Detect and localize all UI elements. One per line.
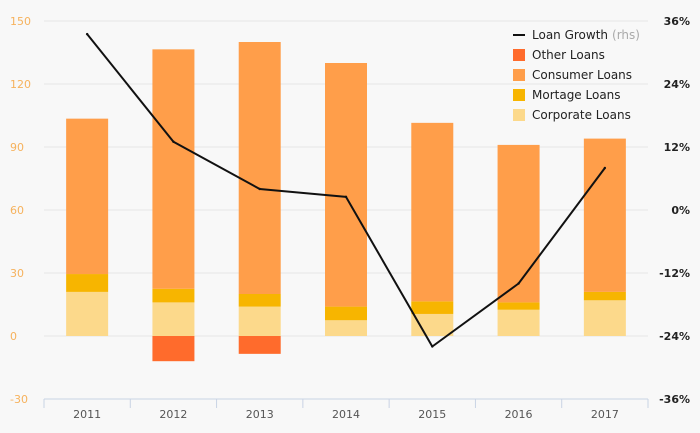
- legend-label-name: Mortage Loans: [532, 88, 621, 102]
- bar-mortage-loans-2014: [325, 306, 367, 321]
- bar-other-loans-2013: [238, 336, 281, 354]
- bar-consumer-loans-2011: [66, 118, 109, 275]
- right-axis-tick-label: 12%: [664, 141, 690, 154]
- loan-growth-point-2015: [431, 345, 434, 348]
- bar-corporate-loans-2011: [66, 291, 109, 336]
- loan-growth-point-2012: [172, 140, 175, 143]
- loan-growth-point-2011: [85, 32, 89, 36]
- legend-label: Mortage Loans: [532, 88, 621, 102]
- legend-item-mortage-loans: Mortage Loans: [513, 88, 621, 102]
- left-axis-tick-label: -30: [10, 393, 28, 406]
- bar-mortage-loans-2016: [497, 302, 540, 310]
- x-axis-tick-label: 2012: [159, 408, 187, 421]
- legend-label-name: Other Loans: [532, 48, 605, 62]
- legend-label-name: Consumer Loans: [532, 68, 632, 82]
- loan-growth-point-2017: [603, 166, 607, 170]
- x-axis-tick-label: 2017: [591, 408, 619, 421]
- bar-consumer-loans-2017: [583, 138, 626, 292]
- bar-corporate-loans-2014: [325, 320, 367, 336]
- right-axis-tick-label: 36%: [664, 15, 690, 28]
- left-axis-tick-label: 90: [10, 141, 24, 154]
- bar-consumer-loans-2013: [238, 42, 281, 294]
- left-axis-tick-label: 0: [10, 330, 17, 343]
- bar-mortage-loans-2015: [411, 301, 454, 314]
- bar-mortage-loans-2012: [152, 288, 195, 303]
- legend-item-loan-growth: Loan Growth (rhs): [513, 28, 640, 42]
- legend: Loan Growth (rhs) Other Loans Consumer Loan…: [513, 28, 640, 122]
- legend-swatch: [513, 49, 525, 61]
- left-axis-tick-label: 60: [10, 204, 24, 217]
- legend-label: Other Loans: [532, 48, 605, 62]
- legend-label-name: Loan Growth: [532, 28, 608, 42]
- bar-corporate-loans-2013: [238, 306, 281, 336]
- x-axis-tick-label: 2016: [505, 408, 533, 421]
- legend-label-name: Corporate Loans: [532, 108, 631, 122]
- loan-growth-line-group: [85, 32, 607, 348]
- bar-corporate-loans-2012: [152, 302, 195, 336]
- loan-growth-point-2016: [517, 282, 520, 285]
- legend-swatch: [513, 69, 525, 81]
- bar-mortage-loans-2017: [583, 291, 626, 301]
- legend-item-other-loans: Other Loans: [513, 48, 605, 62]
- right-axis-tick-label: -36%: [659, 393, 690, 406]
- bar-consumer-loans-2015: [411, 122, 454, 302]
- left-axis-tick-label: 30: [10, 267, 24, 280]
- bar-corporate-loans-2016: [497, 309, 540, 336]
- right-axis-tick-label: 24%: [664, 78, 690, 91]
- legend-label-suffix: (rhs): [612, 28, 640, 42]
- right-axis-tick-label: -24%: [659, 330, 690, 343]
- left-axis-tick-label: 150: [10, 15, 31, 28]
- legend-label: Consumer Loans: [532, 68, 632, 82]
- bar-mortage-loans-2013: [238, 294, 281, 307]
- loan-growth-point-2013: [258, 187, 261, 191]
- x-axis-tick-label: 2011: [73, 408, 101, 421]
- bar-consumer-loans-2016: [497, 144, 540, 303]
- bar-consumer-loans-2012: [152, 49, 195, 289]
- bar-consumer-loans-2014: [325, 63, 367, 307]
- bar-mortage-loans-2011: [66, 274, 109, 292]
- axes: -30 0 30 60 90 120 150 -36% -24% -12% 0% 12% 24% 36% 2…: [10, 15, 690, 421]
- legend-label: Loan Growth (rhs): [532, 28, 640, 42]
- right-axis-tick-label: 0%: [671, 204, 690, 217]
- left-axis-tick-label: 120: [10, 78, 31, 91]
- bar-corporate-loans-2017: [583, 300, 626, 336]
- bar-series: [66, 42, 626, 362]
- legend-item-corporate-loans: Corporate Loans: [513, 108, 631, 122]
- bar-corporate-loans-2015: [411, 313, 454, 336]
- x-axis-tick-label: 2014: [332, 408, 360, 421]
- legend-swatch: [513, 109, 525, 121]
- legend-swatch: [513, 89, 525, 101]
- loan-growth-point-2014: [344, 195, 348, 199]
- x-axis-tick-label: 2015: [418, 408, 446, 421]
- legend-label: Corporate Loans: [532, 108, 631, 122]
- x-axis-tick-label: 2013: [246, 408, 274, 421]
- bar-other-loans-2012: [152, 336, 195, 362]
- legend-item-consumer-loans: Consumer Loans: [513, 68, 632, 82]
- right-axis-tick-label: -12%: [659, 267, 690, 280]
